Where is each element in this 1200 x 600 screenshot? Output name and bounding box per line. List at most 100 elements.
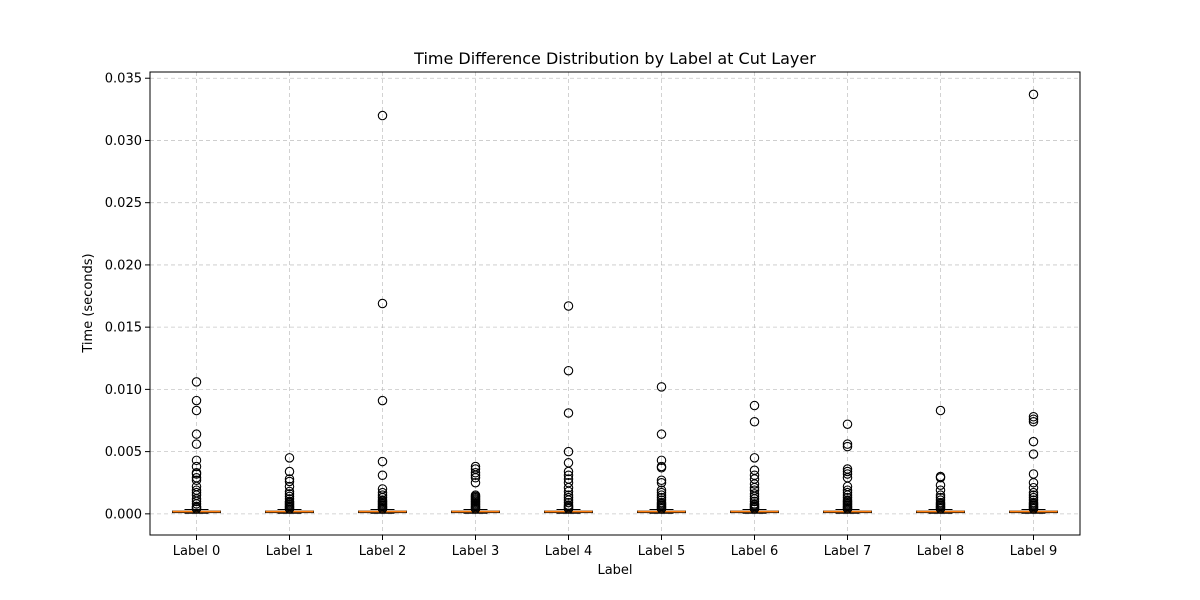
outlier-point — [377, 504, 388, 514]
outlier-point — [191, 395, 202, 406]
outlier-point — [935, 472, 946, 483]
x-tick-label: Label 9 — [1010, 544, 1057, 559]
outlier-point — [1028, 487, 1039, 498]
outlier-point — [563, 408, 574, 418]
outlier-point — [656, 455, 667, 466]
chart-title: Time Difference Distribution by Label at… — [413, 49, 816, 68]
outlier-point — [191, 504, 202, 514]
outlier-point — [656, 485, 667, 495]
outlier-point — [935, 480, 946, 490]
outlier-point — [191, 377, 202, 387]
plot-frame — [149, 71, 1081, 536]
outlier-point — [284, 453, 295, 463]
y-axis-label: Time (seconds) — [81, 253, 96, 353]
outlier-point — [284, 466, 295, 477]
outlier-point — [284, 504, 295, 514]
outlier-point — [470, 470, 481, 481]
outlier-point — [842, 439, 853, 449]
outlier-point — [377, 298, 388, 309]
y-tick-label: 0.035 — [105, 72, 142, 87]
outlier-point — [563, 365, 574, 376]
y-tick-label: 0.000 — [105, 507, 142, 522]
outlier-point — [842, 441, 853, 452]
outlier-point — [563, 466, 574, 477]
outlier-point — [842, 466, 853, 477]
outlier-points — [191, 89, 1039, 514]
outlier-point — [749, 400, 760, 411]
y-tick-label: 0.030 — [105, 134, 142, 149]
x-axis-ticks: Label 0 Label 1 Label 2 Label 3 Label 4 Label… — [173, 535, 1057, 559]
outlier-point — [656, 463, 667, 473]
outlier-point — [191, 475, 202, 485]
y-tick-label: 0.020 — [105, 258, 142, 273]
x-tick-label: Label 2 — [359, 544, 406, 559]
x-tick-label: Label 1 — [266, 544, 313, 559]
y-axis-ticks: 0.000 0.005 0.010 0.015 0.020 0.025 0.030 0.035 — [105, 72, 150, 522]
outlier-point — [191, 499, 202, 509]
outlier-point — [470, 504, 481, 514]
outlier-point — [377, 456, 388, 467]
outlier-point — [656, 475, 667, 485]
outlier-point — [563, 470, 574, 481]
x-tick-label: Label 0 — [173, 544, 220, 559]
outlier-point — [749, 479, 760, 489]
outlier-point — [563, 482, 574, 493]
outlier-point — [563, 446, 574, 457]
y-tick-label: 0.015 — [105, 321, 142, 336]
outlier-point — [191, 461, 202, 472]
outlier-point — [656, 477, 667, 488]
y-tick-label: 0.005 — [105, 445, 142, 460]
outlier-point — [1028, 504, 1039, 514]
outlier-point — [656, 429, 667, 439]
x-tick-label: Label 5 — [638, 544, 685, 559]
outlier-point — [656, 382, 667, 392]
x-tick-label: Label 3 — [452, 544, 499, 559]
x-tick-label: Label 8 — [917, 544, 964, 559]
outlier-point — [935, 485, 946, 495]
x-tick-label: Label 7 — [824, 544, 871, 559]
x-axis-label: Label — [597, 563, 632, 578]
outlier-point — [284, 481, 295, 492]
outlier-point — [656, 504, 667, 514]
outlier-point — [470, 468, 481, 478]
y-tick-label: 0.010 — [105, 383, 142, 398]
outlier-point — [1028, 436, 1039, 447]
outlier-point — [191, 469, 202, 479]
outlier-point — [935, 405, 946, 416]
outlier-point — [935, 504, 946, 514]
outlier-point — [191, 439, 202, 449]
outlier-point — [470, 472, 481, 483]
outlier-point — [749, 453, 760, 463]
outlier-point — [842, 419, 853, 429]
outlier-point — [1028, 482, 1039, 493]
outlier-point — [749, 416, 760, 427]
x-tick-label: Label 6 — [731, 544, 778, 559]
outlier-point — [284, 474, 295, 484]
outlier-point — [842, 504, 853, 514]
outlier-point — [1028, 412, 1039, 422]
outlier-point — [191, 429, 202, 439]
outlier-point — [563, 497, 574, 508]
outlier-point — [563, 301, 574, 311]
outlier-point — [749, 489, 760, 499]
outlier-point — [1028, 416, 1039, 427]
outlier-point — [749, 504, 760, 514]
outlier-point — [842, 469, 853, 479]
outlier-point — [377, 395, 388, 406]
outlier-point — [191, 455, 202, 466]
outlier-point — [377, 110, 388, 121]
outlier-point — [284, 476, 295, 487]
y-tick-label: 0.025 — [105, 196, 142, 211]
x-tick-label: Label 4 — [545, 544, 592, 559]
outlier-point — [470, 477, 481, 488]
outlier-point — [1028, 477, 1039, 488]
outlier-point — [1028, 89, 1039, 100]
outlier-point — [842, 485, 853, 495]
outlier-point — [377, 470, 388, 481]
outlier-point — [1028, 414, 1039, 424]
outlier-point — [749, 496, 760, 507]
outlier-point — [191, 405, 202, 416]
grid-lines — [150, 72, 1080, 535]
